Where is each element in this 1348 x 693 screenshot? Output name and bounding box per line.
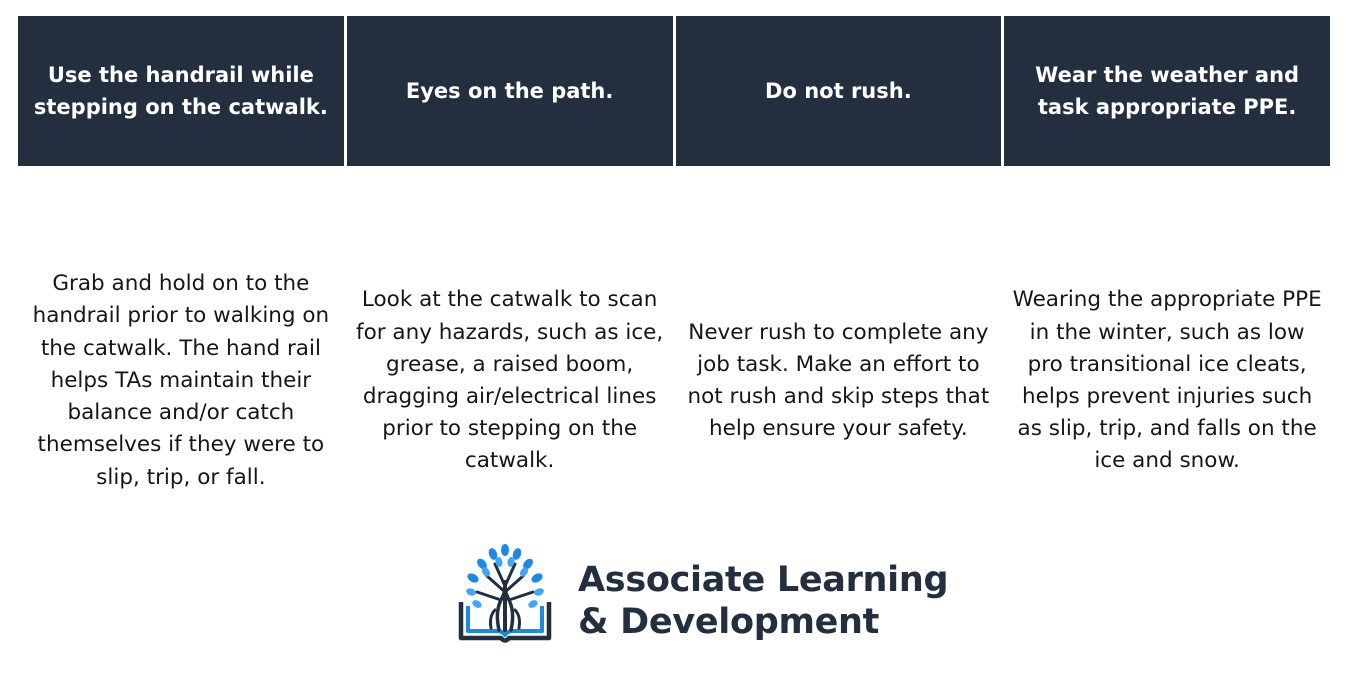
header-row: Use the handrail while stepping on the c… — [18, 16, 1330, 166]
tree-book-icon — [458, 544, 552, 643]
column-body-ppe: Wearing the appropriate PPE in the winte… — [1012, 287, 1322, 474]
logo-line-2: & Development — [578, 602, 880, 642]
column-body-eyes-on-path: Look at the catwalk to scan for any haza… — [356, 287, 664, 474]
column-heading-handrail: Use the handrail while stepping on the c… — [18, 16, 344, 166]
column-heading-eyes-on-path: Eyes on the path. — [346, 16, 673, 166]
associate-learning-logo: Associate Learning & Development — [455, 540, 949, 650]
logo-wordmark: Associate Learning & Development — [578, 559, 949, 643]
column-body-do-not-rush: Never rush to complete any job task. Mak… — [687, 319, 990, 442]
column-body-handrail: Grab and hold on to the handrail prior t… — [32, 271, 330, 490]
column-heading-do-not-rush: Do not rush. — [675, 16, 1002, 166]
body-row: Grab and hold on to the handrail prior t… — [18, 196, 1330, 566]
logo-line-1: Associate Learning — [578, 560, 949, 600]
column-heading-ppe: Wear the weather and task appropriate PP… — [1004, 16, 1330, 166]
